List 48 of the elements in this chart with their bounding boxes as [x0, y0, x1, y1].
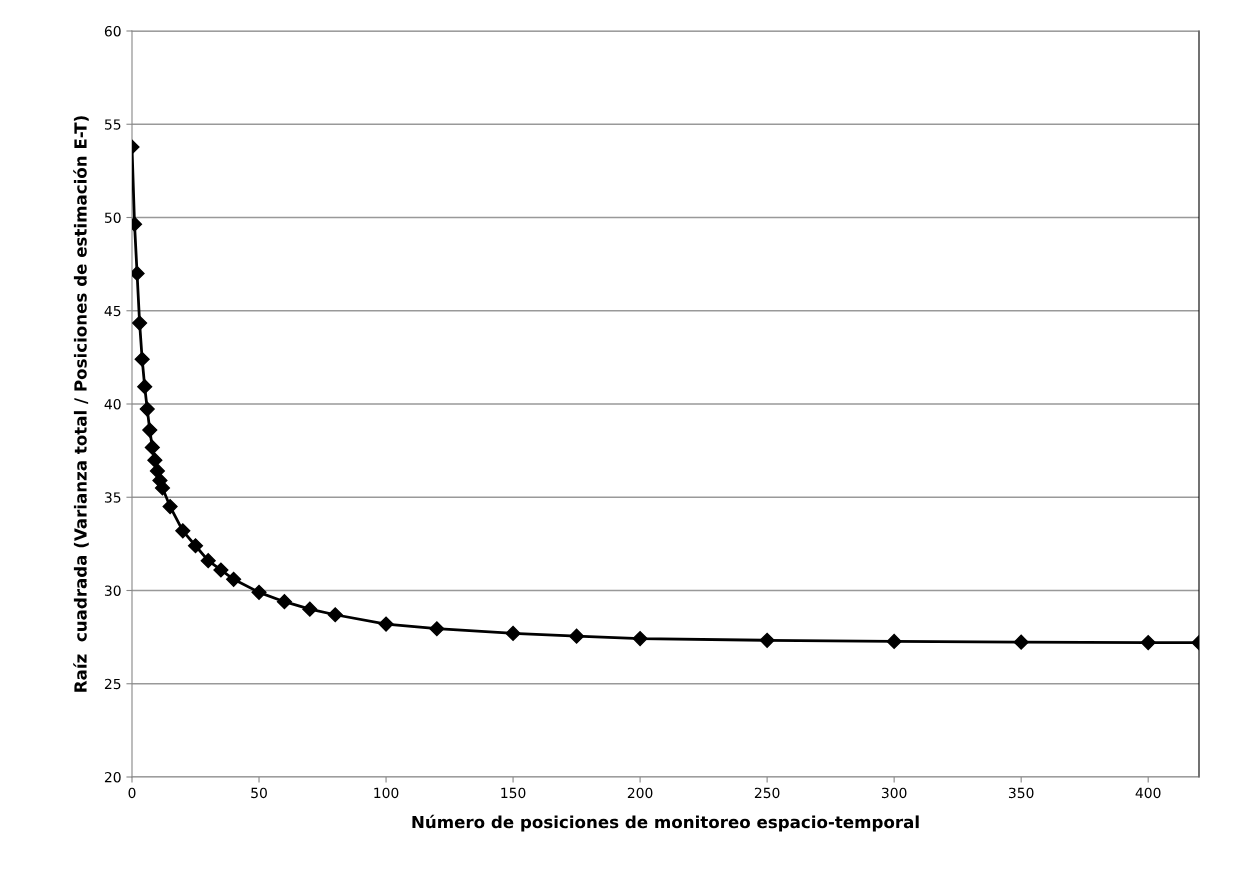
point — [137, 379, 153, 395]
x-tick-label: 400 — [1135, 787, 1161, 799]
point — [144, 439, 160, 456]
y-tick-label: 20 — [104, 771, 121, 783]
y-tick-label: 30 — [104, 585, 121, 596]
point — [132, 315, 148, 331]
point — [154, 480, 171, 496]
y-tick-label: 40 — [104, 398, 121, 410]
point — [569, 628, 585, 644]
point — [429, 621, 445, 637]
point — [213, 562, 229, 578]
x-tick-label: 250 — [754, 787, 780, 799]
point — [147, 452, 163, 468]
point — [327, 607, 343, 623]
y-tick-label: 50 — [104, 212, 121, 223]
point — [149, 463, 165, 479]
x-tick-label: 350 — [1008, 787, 1034, 799]
point — [1140, 634, 1156, 651]
x-tick-label: 50 — [251, 787, 267, 799]
y-axis-title: Raíz cuadrada (Varianza total / Posiciones de estimación E-T) — [73, 116, 89, 692]
point — [142, 422, 158, 438]
point — [378, 616, 394, 632]
x-tick-label: 100 — [374, 787, 399, 799]
point — [276, 594, 292, 610]
point — [505, 625, 521, 641]
x-tick-label: 200 — [627, 787, 653, 799]
point — [759, 632, 775, 648]
point — [175, 523, 191, 539]
point — [134, 351, 150, 367]
x-axis-title: Número de posiciones de monitoreo espacio-temporal — [412, 814, 919, 832]
point — [139, 401, 155, 417]
point — [1013, 634, 1029, 650]
y-tick-label: 35 — [104, 492, 121, 503]
point — [226, 571, 242, 587]
point — [302, 601, 318, 617]
y-tick-label: 60 — [104, 25, 121, 37]
point — [886, 633, 902, 649]
point — [162, 499, 178, 515]
y-tick-label: 45 — [104, 305, 121, 317]
point — [187, 538, 204, 554]
point — [200, 553, 216, 569]
x-tick-label: 150 — [501, 787, 526, 799]
y-tick-label: 25 — [104, 678, 121, 690]
point — [251, 584, 267, 600]
x-tick-label: 0 — [128, 787, 136, 799]
point — [632, 631, 648, 647]
y-tick-label: 55 — [104, 119, 121, 130]
x-tick-label: 300 — [881, 787, 907, 799]
